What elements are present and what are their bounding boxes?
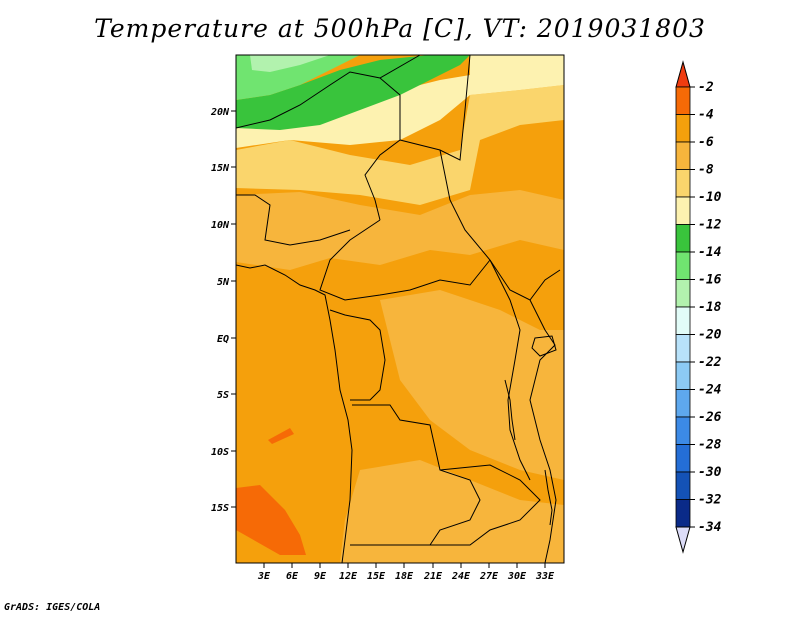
colorbar-label: -12 xyxy=(698,218,722,233)
colorbar-box xyxy=(675,169,691,198)
border-zambia xyxy=(430,464,541,546)
lat-axis xyxy=(231,110,236,508)
country-borders xyxy=(235,54,561,564)
lat-label: 15N xyxy=(211,163,230,174)
coastline-west xyxy=(235,264,353,564)
lake-victoria xyxy=(531,335,557,357)
shade-warm-spot xyxy=(268,428,294,444)
shade-band-14 xyxy=(236,55,470,130)
shade-band-8c xyxy=(340,460,564,563)
colorbar-label: -2 xyxy=(698,80,714,95)
colorbar-box xyxy=(675,416,691,445)
map-frame xyxy=(235,54,565,564)
lake-malawi xyxy=(544,469,553,526)
page-title: Temperature at 500hPa [C], VT: 201903180… xyxy=(94,14,706,43)
lat-label: 20N xyxy=(210,107,230,118)
colorbar-label: -28 xyxy=(698,438,722,453)
lon-label: 3E xyxy=(257,571,271,582)
shade-band-8b xyxy=(380,290,564,480)
lon-label: 12E xyxy=(339,571,358,582)
lon-axis xyxy=(263,563,546,568)
lat-label: 15S xyxy=(211,503,229,514)
border-angola xyxy=(350,404,481,546)
lon-label: 24E xyxy=(451,571,471,582)
shade-warm-south xyxy=(236,485,306,555)
lon-label: 33E xyxy=(535,571,555,582)
colorbar-box xyxy=(675,224,691,253)
border-east xyxy=(529,299,557,564)
lon-labels: 3E 6E 9E 12E 15E 18E 21E 24E 27E 30E 33E xyxy=(257,571,555,582)
colorbar-box xyxy=(675,141,691,170)
lon-label: 6E xyxy=(286,571,299,582)
lon-label: 21E xyxy=(423,571,443,582)
map-panel: 20N 15N 10N 5N EQ 5S 10S 15S 3E 6E 9E xyxy=(210,54,565,582)
colorbar-label: -8 xyxy=(698,163,714,178)
colorbar-label: -20 xyxy=(698,328,722,343)
shade-band-18 xyxy=(250,55,330,72)
colorbar-label: -4 xyxy=(698,108,714,123)
border-nigeria xyxy=(236,194,351,246)
border-congo xyxy=(329,309,386,401)
lat-labels: 20N 15N 10N 5N EQ 5S 10S 15S xyxy=(210,107,230,514)
colorbar-label: -22 xyxy=(698,355,722,370)
colorbar-box xyxy=(675,361,691,390)
lat-label: EQ xyxy=(217,334,229,345)
colorbar-label: -6 xyxy=(698,135,714,150)
lat-label: 10S xyxy=(211,447,229,458)
colorbar-top-triangle xyxy=(675,60,691,88)
border-drc-east xyxy=(489,259,531,481)
lon-label: 15E xyxy=(367,571,386,582)
lon-label: 30E xyxy=(507,571,527,582)
colorbar-box xyxy=(675,444,691,473)
lon-label: 27E xyxy=(479,571,499,582)
colorbar-box xyxy=(675,251,691,280)
lon-label: 9E xyxy=(314,571,327,582)
colorbar-label: -18 xyxy=(698,300,722,315)
shade-band-10 xyxy=(236,85,564,205)
footer-credit: GrADS: IGES/COLA xyxy=(4,602,101,613)
colorbar-box xyxy=(675,196,691,225)
colorbar-label: -30 xyxy=(698,465,722,480)
lon-label: 18E xyxy=(395,571,414,582)
lat-label: 5S xyxy=(217,390,229,401)
lat-label: 5N xyxy=(217,277,230,288)
colorbar-box xyxy=(675,471,691,500)
colorbar-box xyxy=(675,499,691,528)
colorbar-label: -16 xyxy=(698,273,722,288)
colorbar-box xyxy=(675,114,691,143)
colorbar-label: -26 xyxy=(698,410,722,425)
colorbar-box xyxy=(675,389,691,418)
colorbar-box xyxy=(675,334,691,363)
lat-label: 10N xyxy=(211,220,230,231)
border-sahel xyxy=(235,71,401,221)
colorbar-label: -32 xyxy=(698,493,722,508)
colorbar-label: -24 xyxy=(698,383,722,398)
border-chad xyxy=(379,54,471,161)
colorbar-bottom-triangle xyxy=(675,526,691,554)
colorbar-box xyxy=(675,86,691,115)
colorbar-box xyxy=(675,306,691,335)
colorbar-box xyxy=(675,279,691,308)
lake-tanganyika xyxy=(504,379,516,441)
colorbar-label: -34 xyxy=(698,520,722,535)
colorbar: -2 -4 -6 -8 -10 -12 -14 -16 -18 -20 -22 -24 -26 -28 -3… xyxy=(675,60,722,554)
colorbar-label: -10 xyxy=(698,190,722,205)
colorbar-label: -14 xyxy=(698,245,722,260)
border-car xyxy=(319,219,491,301)
border-central xyxy=(439,149,561,301)
